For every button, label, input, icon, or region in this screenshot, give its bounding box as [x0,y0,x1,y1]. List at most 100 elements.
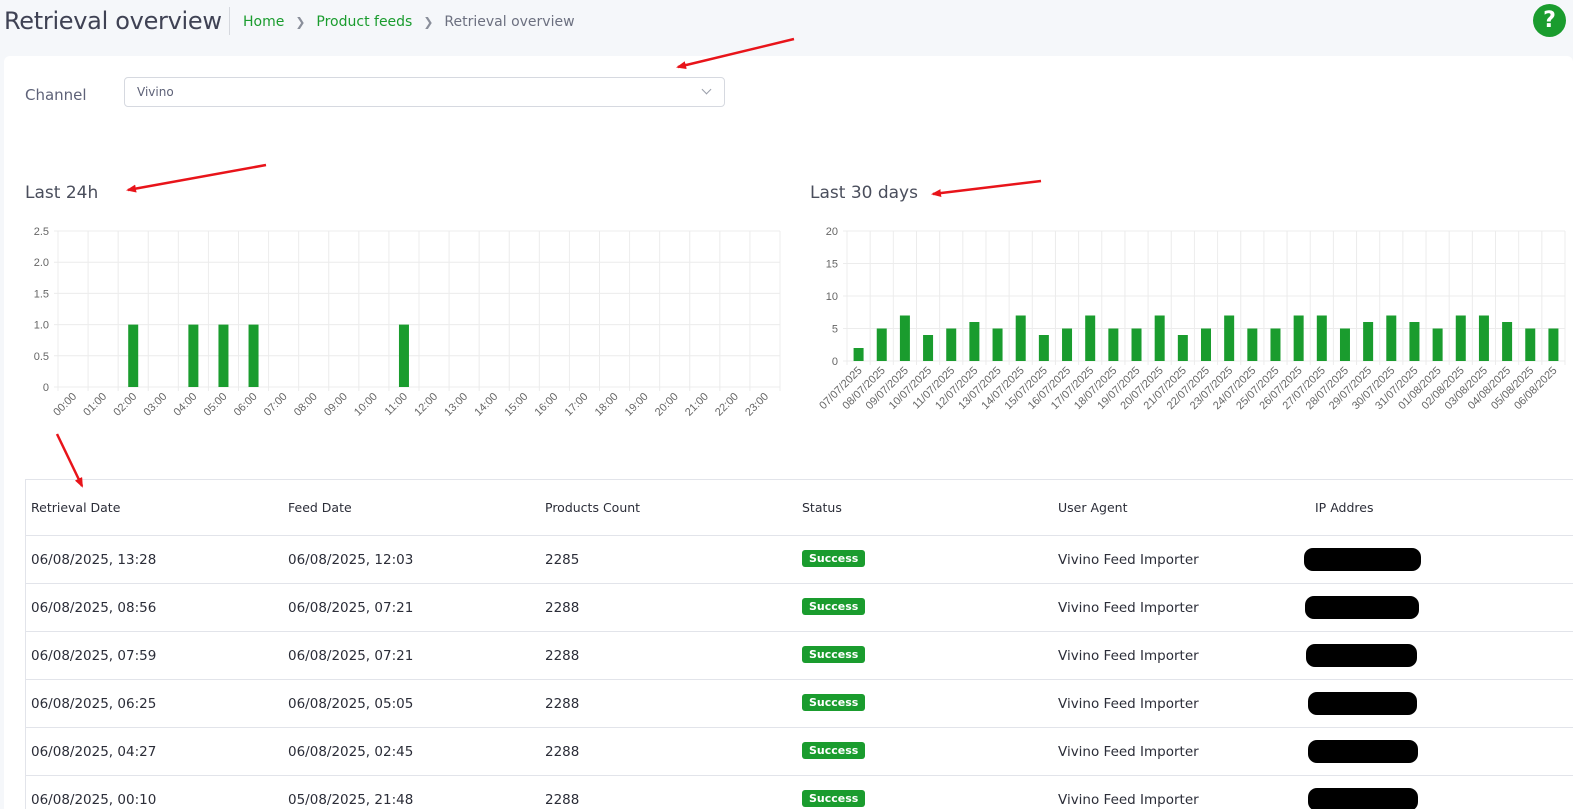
retrieval-date-cell: 06/08/2025, 00:10 [31,792,157,808]
status-badge: Success [802,646,866,663]
bar [1247,328,1258,361]
y-tick-label: 20 [826,226,838,238]
bar [1363,322,1374,361]
feed-date-cell: 06/08/2025, 07:21 [288,648,414,664]
bar [218,324,229,387]
y-tick-label: 2.0 [34,257,49,269]
feed-date-cell: 06/08/2025, 05:05 [288,696,414,712]
table-row: 06/08/2025, 00:10 05/08/2025, 21:48 2288 Su… [26,776,1573,809]
column-header-ip-address[interactable]: IP Addres [1315,500,1374,515]
channel-label: Channel [25,86,87,104]
y-tick-label: 0 [43,382,49,394]
products-count-cell: 2285 [545,552,580,568]
table-row: 06/08/2025, 04:27 06/08/2025, 02:45 2288 Su… [26,728,1573,776]
feed-date-cell: 06/08/2025, 02:45 [288,744,414,760]
bar [876,328,887,361]
column-header-status[interactable]: Status [802,500,842,515]
table-row: 06/08/2025, 07:59 06/08/2025, 07:21 2288 Su… [26,632,1573,680]
feed-date-cell: 06/08/2025, 12:03 [288,552,414,568]
bar [398,324,409,387]
bar [1316,315,1327,361]
y-tick-label: 10 [826,291,838,303]
bar [1478,315,1489,361]
channel-select[interactable]: Vivino [124,77,725,107]
retrievals-table: Retrieval Date Feed Date Products Count … [25,479,1573,809]
ip-address-redacted [1306,644,1417,667]
y-tick-label: 1.5 [34,288,49,300]
ip-address-redacted [1308,740,1418,763]
chevron-right-icon: ❯ [423,15,434,29]
bar [1409,322,1420,361]
bar [1548,328,1559,361]
user-agent-cell: Vivino Feed Importer [1058,552,1199,568]
bar [1201,328,1211,361]
user-agent-cell: Vivino Feed Importer [1058,792,1199,808]
bar [969,322,980,361]
y-tick-label: 1.0 [34,320,49,332]
products-count-cell: 2288 [545,792,580,808]
breadcrumb-product-feeds-link[interactable]: Product feeds [316,14,413,30]
bar [1131,328,1142,361]
products-count-cell: 2288 [545,744,580,760]
bar [1062,328,1073,361]
y-tick-label: 15 [826,259,838,271]
bar [992,328,1003,361]
retrieval-date-cell: 06/08/2025, 13:28 [31,552,157,568]
status-badge: Success [802,790,866,807]
bar [1085,315,1096,361]
products-count-cell: 2288 [545,648,580,664]
status-badge: Success [802,550,866,567]
bar [923,335,934,361]
bar [1154,315,1165,361]
products-count-cell: 2288 [545,600,580,616]
products-count-cell: 2288 [545,696,580,712]
bar [853,348,864,361]
channel-select-value: Vivino [137,85,174,99]
bar [1339,328,1350,361]
ip-address-redacted [1305,596,1419,619]
last-24h-title: Last 24h [25,183,99,203]
user-agent-cell: Vivino Feed Importer [1058,600,1199,616]
bar [248,324,259,387]
column-header-products-count[interactable]: Products Count [545,500,641,515]
column-header-feed-date[interactable]: Feed Date [288,500,352,515]
y-tick-label: 0 [832,356,838,368]
status-badge: Success [802,694,866,711]
bar [1502,322,1513,361]
breadcrumb-current: Retrieval overview [444,14,575,30]
bar [1108,328,1119,361]
bar [1525,328,1536,361]
bar [946,328,957,361]
page-title: Retrieval overview [4,7,222,35]
column-header-retrieval-date[interactable]: Retrieval Date [31,500,121,515]
retrieval-date-cell: 06/08/2025, 04:27 [31,744,157,760]
title-divider [229,7,230,35]
column-header-user-agent[interactable]: User Agent [1058,500,1128,515]
table-header: Retrieval Date Feed Date Products Count … [26,480,1573,536]
table-row: 06/08/2025, 06:25 06/08/2025, 05:05 2288 Su… [26,680,1573,728]
bar [1270,328,1281,361]
bar [188,324,199,387]
bar [1432,328,1443,361]
table-row: 06/08/2025, 13:28 06/08/2025, 12:03 2285 Su… [26,536,1573,584]
ip-address-redacted [1304,548,1421,571]
bar [1015,315,1026,361]
y-tick-label: 0.5 [34,351,49,363]
bar [128,324,139,387]
help-button[interactable]: ? [1533,4,1566,37]
status-badge: Success [802,742,866,759]
ip-address-redacted [1308,788,1418,809]
breadcrumb-home-link[interactable]: Home [243,14,285,30]
user-agent-cell: Vivino Feed Importer [1058,696,1199,712]
table-row: 06/08/2025, 08:56 06/08/2025, 07:21 2288 Su… [26,584,1573,632]
user-agent-cell: Vivino Feed Importer [1058,648,1199,664]
bar [1293,315,1304,361]
retrieval-date-cell: 06/08/2025, 08:56 [31,600,157,616]
bar [1455,315,1466,361]
ip-address-redacted [1308,692,1417,715]
bar [1386,315,1397,361]
bar [1038,335,1049,361]
chevron-right-icon: ❯ [295,15,306,29]
bar [899,315,910,361]
